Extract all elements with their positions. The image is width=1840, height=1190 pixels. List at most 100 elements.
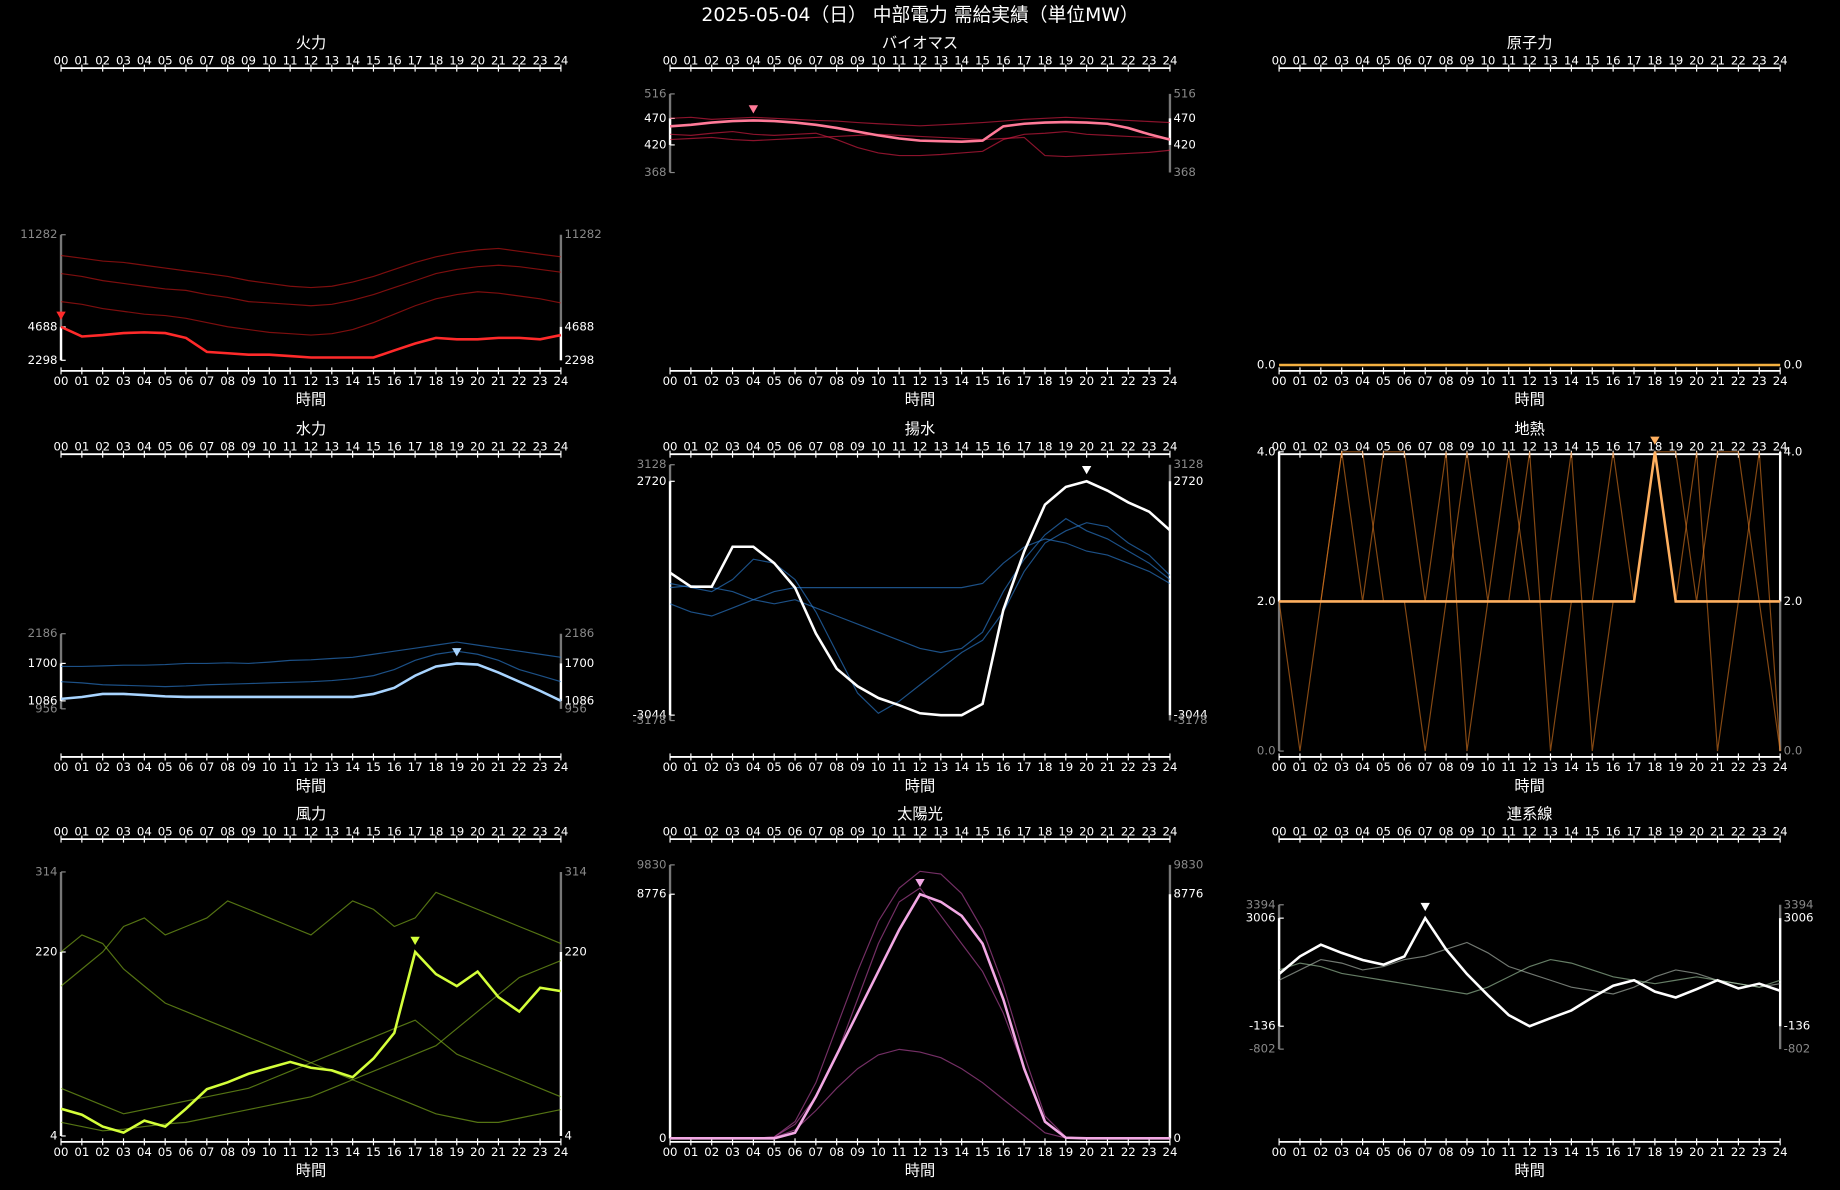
time-tick-label: 01 xyxy=(683,825,698,839)
time-tick-label: 05 xyxy=(1376,825,1391,839)
time-tick-label: 04 xyxy=(746,54,761,68)
x-axis-label: 時間 xyxy=(905,777,935,795)
time-tick-label: 13 xyxy=(324,760,339,774)
time-tick-label: 04 xyxy=(1355,825,1370,839)
history-line xyxy=(60,934,562,1123)
time-tick-label: 17 xyxy=(1017,760,1032,774)
time-tick-label: 19 xyxy=(1058,374,1073,388)
y-tick-label: 470 xyxy=(644,111,666,125)
time-tick-label: 12 xyxy=(304,760,319,774)
time-tick-label: 10 xyxy=(871,440,886,454)
time-tick-label: 00 xyxy=(1272,1145,1287,1159)
time-tick-label: 13 xyxy=(1543,825,1558,839)
y-tick-label: 2.0 xyxy=(1784,594,1803,608)
y-tick-label: 314 xyxy=(35,864,57,878)
y-tick-label: 4.0 xyxy=(1257,444,1276,458)
time-tick-label: 22 xyxy=(1121,825,1136,839)
y-tick-label: 0.0 xyxy=(1784,744,1803,758)
time-tick-label: 18 xyxy=(428,760,443,774)
time-tick-label: 22 xyxy=(512,825,527,839)
time-tick-label: 02 xyxy=(704,440,719,454)
time-tick-label: 18 xyxy=(1647,1145,1662,1159)
time-tick-label: 01 xyxy=(74,760,89,774)
time-tick-label: 11 xyxy=(283,54,298,68)
time-tick-label: 00 xyxy=(54,374,69,388)
time-tick-label: 24 xyxy=(1773,1145,1788,1159)
time-tick-label: 10 xyxy=(1480,825,1495,839)
y-tick-label: 1700 xyxy=(564,656,594,670)
time-tick-label: 12 xyxy=(1522,825,1537,839)
time-tick-label: 15 xyxy=(975,440,990,454)
time-tick-label: 01 xyxy=(1292,440,1307,454)
time-tick-label: 19 xyxy=(1058,54,1073,68)
time-tick-label: 20 xyxy=(1079,54,1094,68)
time-tick-label: 20 xyxy=(1079,760,1094,774)
highlight-line xyxy=(60,949,562,1134)
time-tick-label: 10 xyxy=(871,825,886,839)
time-tick-label: 15 xyxy=(975,760,990,774)
time-tick-label: 09 xyxy=(1460,440,1475,454)
y-tick-label: 3394 xyxy=(1784,897,1814,911)
time-tick-label: 23 xyxy=(1142,374,1157,388)
panel-title: バイオマス xyxy=(882,34,958,52)
time-tick-label: 22 xyxy=(512,54,527,68)
time-tick-label: 11 xyxy=(1501,440,1516,454)
time-tick-label: 05 xyxy=(1376,760,1391,774)
time-tick-label: 17 xyxy=(1017,825,1032,839)
time-tick-label: 24 xyxy=(1162,54,1177,68)
time-tick-label: 10 xyxy=(262,825,277,839)
time-tick-label: 22 xyxy=(1731,825,1746,839)
time-tick-label: 19 xyxy=(1668,1145,1683,1159)
time-tick-label: 15 xyxy=(366,54,381,68)
time-tick-label: 00 xyxy=(1272,760,1287,774)
time-tick-label: 19 xyxy=(1668,54,1683,68)
time-tick-label: 18 xyxy=(1038,825,1053,839)
time-tick-label: 10 xyxy=(871,760,886,774)
time-tick-label: 19 xyxy=(449,1145,464,1159)
time-tick-label: 21 xyxy=(1100,825,1115,839)
time-tick-label: 15 xyxy=(1585,1145,1600,1159)
time-tick-label: 07 xyxy=(1418,54,1433,68)
history-line xyxy=(669,538,1171,617)
time-tick-label: 17 xyxy=(1017,374,1032,388)
time-tick-label: 08 xyxy=(220,760,235,774)
time-tick-label: 01 xyxy=(1292,1145,1307,1159)
time-tick-label: 06 xyxy=(1397,374,1412,388)
time-tick-label: 17 xyxy=(408,760,423,774)
x-axis-label: 時間 xyxy=(905,391,935,409)
time-tick-label: 16 xyxy=(387,54,402,68)
time-tick-label: 01 xyxy=(1292,825,1307,839)
time-tick-label: 22 xyxy=(1731,760,1746,774)
time-tick-label: 19 xyxy=(449,54,464,68)
time-tick-label: 22 xyxy=(512,374,527,388)
time-tick-label: 24 xyxy=(1773,440,1788,454)
y-tick-label: 0 xyxy=(1173,1131,1180,1145)
time-tick-label: 05 xyxy=(767,440,782,454)
time-tick-label: 17 xyxy=(1017,440,1032,454)
history-line xyxy=(669,517,1171,654)
time-tick-label: 00 xyxy=(1272,440,1287,454)
peak-marker xyxy=(410,936,420,945)
time-tick-label: 02 xyxy=(704,374,719,388)
time-tick-label: 21 xyxy=(1710,1145,1725,1159)
time-tick-label: 05 xyxy=(158,1145,173,1159)
time-tick-label: 10 xyxy=(262,1145,277,1159)
time-tick-label: 09 xyxy=(1460,825,1475,839)
time-tick-label: 05 xyxy=(158,440,173,454)
time-tick-label: 08 xyxy=(220,1145,235,1159)
time-tick-label: 21 xyxy=(1710,760,1725,774)
time-tick-label: 03 xyxy=(1334,374,1349,388)
time-tick-label: 09 xyxy=(850,825,865,839)
time-tick-label: 09 xyxy=(850,54,865,68)
time-tick-label: 14 xyxy=(1564,374,1579,388)
y-tick-label: 2298 xyxy=(564,353,594,367)
time-tick-label: 06 xyxy=(1397,1145,1412,1159)
y-tick-label: 0 xyxy=(659,1131,666,1145)
highlight-line xyxy=(1279,451,1781,603)
time-tick-label: 14 xyxy=(954,54,969,68)
time-tick-label: 08 xyxy=(1439,1145,1454,1159)
history-line xyxy=(1278,958,1781,995)
y-tick-label: 220 xyxy=(35,944,57,958)
time-tick-label: 11 xyxy=(892,825,907,839)
time-tick-label: 00 xyxy=(1272,825,1287,839)
